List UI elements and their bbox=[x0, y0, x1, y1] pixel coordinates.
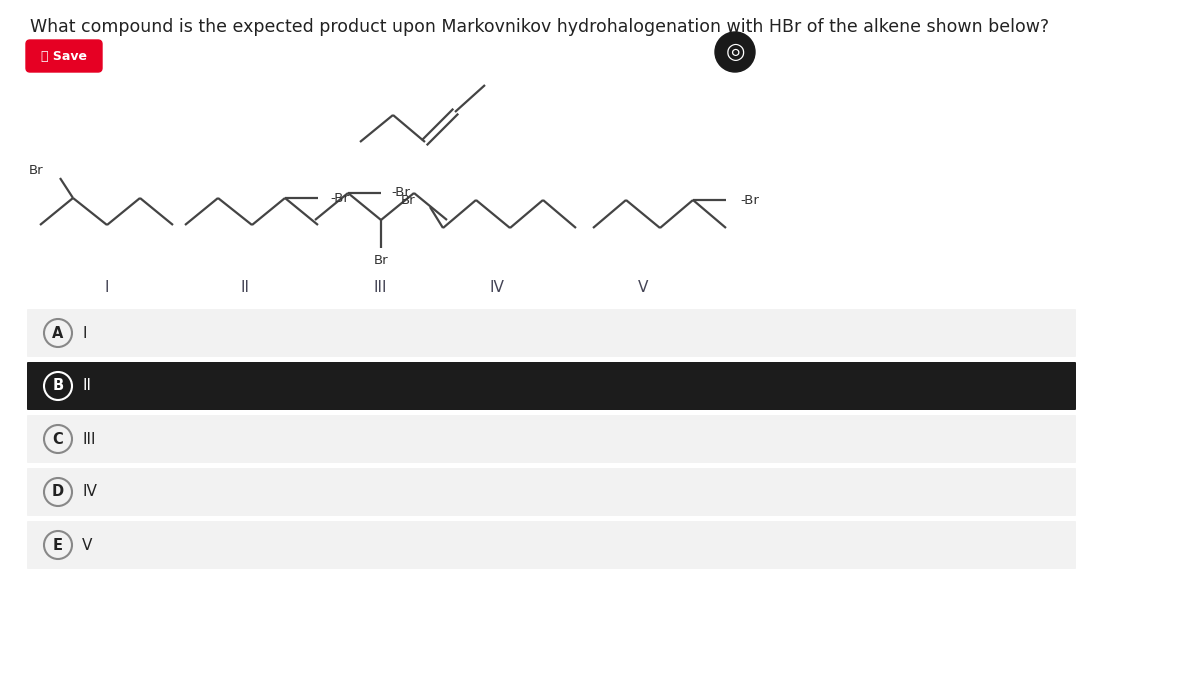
Text: Br: Br bbox=[401, 193, 415, 207]
Circle shape bbox=[44, 478, 72, 506]
Text: -Br: -Br bbox=[330, 191, 349, 204]
Text: -Br: -Br bbox=[740, 193, 758, 207]
Text: IV: IV bbox=[490, 279, 504, 295]
Text: -Br: -Br bbox=[391, 186, 410, 200]
Text: III: III bbox=[82, 432, 96, 446]
FancyBboxPatch shape bbox=[28, 468, 1076, 516]
Text: III: III bbox=[373, 279, 386, 295]
Text: IV: IV bbox=[82, 484, 97, 500]
FancyBboxPatch shape bbox=[28, 309, 1076, 357]
Text: C: C bbox=[53, 432, 64, 446]
Circle shape bbox=[44, 531, 72, 559]
FancyBboxPatch shape bbox=[28, 521, 1076, 569]
Text: V: V bbox=[638, 279, 648, 295]
Text: What compound is the expected product upon Markovnikov hydrohalogenation with HB: What compound is the expected product up… bbox=[30, 18, 1049, 36]
Text: V: V bbox=[82, 538, 92, 552]
Text: Br: Br bbox=[29, 164, 43, 177]
FancyBboxPatch shape bbox=[26, 40, 102, 72]
Text: I: I bbox=[82, 326, 86, 340]
Text: Ⓟ Save: Ⓟ Save bbox=[41, 49, 88, 62]
Circle shape bbox=[44, 372, 72, 400]
Text: A: A bbox=[53, 326, 64, 340]
Text: B: B bbox=[53, 378, 64, 394]
Text: ◎: ◎ bbox=[725, 42, 745, 62]
Text: II: II bbox=[82, 378, 91, 394]
Text: D: D bbox=[52, 484, 64, 500]
FancyBboxPatch shape bbox=[28, 362, 1076, 410]
Text: I: I bbox=[104, 279, 109, 295]
Text: II: II bbox=[240, 279, 250, 295]
Text: Br: Br bbox=[373, 254, 389, 267]
Text: E: E bbox=[53, 538, 64, 552]
Circle shape bbox=[44, 425, 72, 453]
FancyBboxPatch shape bbox=[28, 415, 1076, 463]
Circle shape bbox=[715, 32, 755, 72]
Circle shape bbox=[44, 319, 72, 347]
